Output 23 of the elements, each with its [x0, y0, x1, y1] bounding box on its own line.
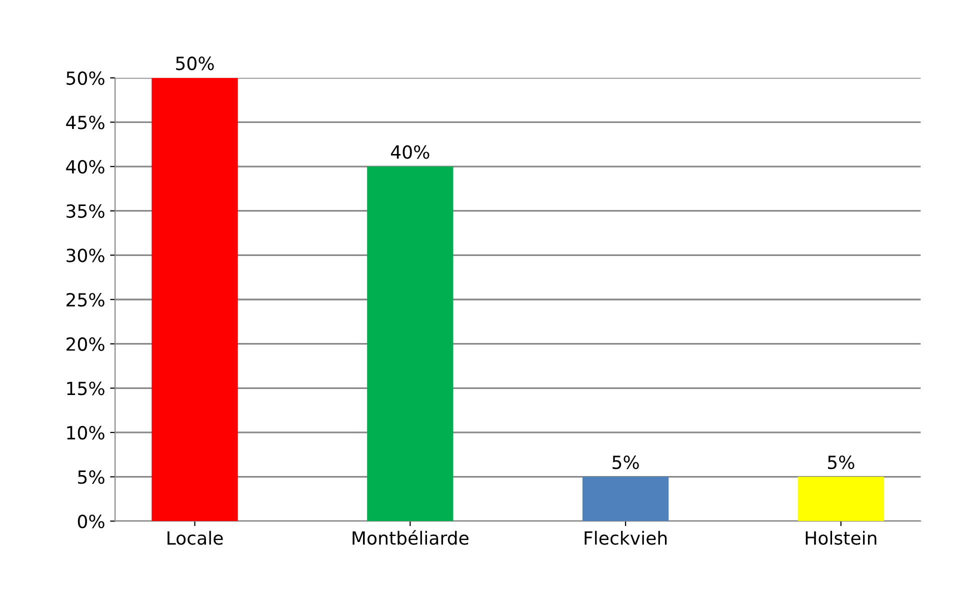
y-tick-label: 15%	[67, 382, 104, 396]
y-tick-label: 35%	[66, 204, 104, 218]
x-tick-label: Locale	[168, 530, 223, 545]
y-tick-label: 50%	[66, 71, 104, 85]
bar	[798, 476, 884, 522]
y-tick-label: 0%	[78, 514, 104, 528]
x-tick-label: Holstein	[806, 530, 876, 545]
y-tick-label: 40%	[66, 160, 104, 174]
y-tick-label: 30%	[66, 248, 104, 262]
y-tick-label: 5%	[78, 470, 104, 484]
y-tick-label: 45%	[66, 116, 104, 130]
y-tick-label: 20%	[66, 337, 104, 351]
data-label: 5%	[612, 455, 639, 470]
y-tick-label: 10%	[67, 426, 104, 440]
y-tick-label: 25%	[66, 292, 104, 307]
data-label: 40%	[390, 145, 430, 159]
data-label: 5%	[828, 455, 854, 470]
bar	[582, 476, 669, 522]
x-tick-label: Fleckvieh	[584, 530, 667, 545]
x-tick-label: Montbéliarde	[352, 530, 468, 545]
bar	[367, 166, 454, 522]
data-label: 50%	[176, 56, 214, 70]
bar	[152, 78, 238, 522]
